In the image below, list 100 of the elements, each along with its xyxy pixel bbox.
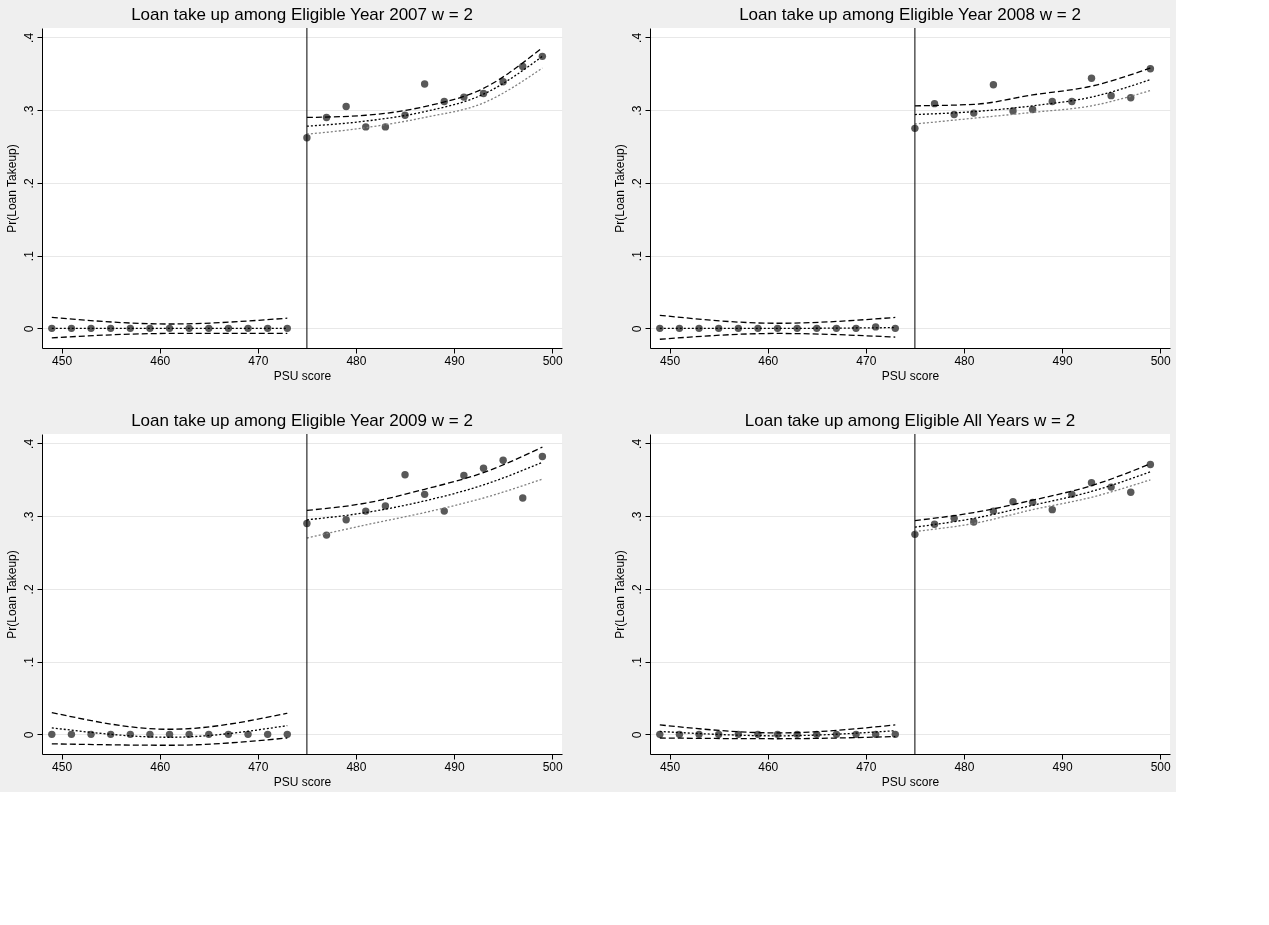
x-tick-label: 450 [660,759,681,774]
point [244,730,252,739]
point [48,324,56,333]
y-tick-label: .1 [21,656,36,668]
point [499,456,507,464]
point [420,490,429,499]
y-tick-label: .3 [629,105,644,116]
y-tick-label: .2 [21,584,36,595]
point [695,324,703,333]
y-axis-title: Pr(Loan Takeup) [4,550,19,639]
point [244,324,252,333]
x-tick-label: 460 [150,759,171,774]
x-tick-label: 480 [346,353,367,368]
x-tick-label: 460 [150,353,171,368]
line-series [306,478,544,539]
point [381,502,390,510]
point [793,324,801,333]
x-tick-label: 450 [52,759,73,774]
x-tick-label: 500 [1150,353,1172,368]
point [1009,107,1017,115]
point [1146,460,1155,469]
y-axis-title: Pr(Loan Takeup) [612,550,627,639]
point [1048,97,1056,106]
point [970,109,978,117]
point [165,730,174,739]
x-tick-label: 450 [660,353,681,368]
point [734,324,743,333]
x-axis-title: PSU score [881,368,940,383]
point [224,324,233,333]
point [754,324,762,333]
point [538,452,547,461]
x-tick-label: 470 [248,353,269,368]
point [519,494,527,502]
y-tick-label: 0 [21,325,36,333]
x-tick-label: 490 [1052,759,1073,774]
point [342,516,350,524]
point [1107,483,1115,491]
x-tick-label: 480 [954,353,975,368]
point [224,730,233,739]
y-tick-label: .2 [21,178,36,189]
point [460,471,468,480]
point [165,324,174,333]
x-tick-label: 460 [758,759,779,774]
point [205,730,213,739]
x-tick-label: 450 [52,353,73,368]
point [146,730,154,739]
x-tick-label: 460 [758,353,779,368]
point [185,730,193,739]
y-tick-label: .4 [21,32,36,43]
point [1127,94,1135,102]
point [656,324,664,333]
x-tick-label: 490 [444,353,465,368]
point [440,507,448,515]
point [1048,505,1056,514]
point [930,520,939,528]
point [263,730,272,739]
point [401,471,409,479]
chart-title: Loan take up among Eligible Year 2008 w = 2 [739,4,1081,24]
y-tick-label: .2 [629,584,644,595]
point [519,62,527,71]
point [989,507,998,515]
point [891,730,899,739]
chart-title: Loan take up among Eligible All Years w = 2 [744,410,1076,430]
point [342,102,350,111]
x-tick-label: 480 [954,759,975,774]
x-tick-label: 470 [248,759,269,774]
x-tick-label: 480 [346,759,367,774]
point [891,324,899,333]
chart-title: Loan take up among Eligible Year 2009 w = 2 [131,410,473,430]
point [205,324,213,333]
y-tick-label: 0 [629,731,644,739]
point [67,730,76,739]
x-axis-title: PSU score [881,774,940,789]
point [813,324,821,333]
point [146,324,154,333]
y-axis-title: Pr(Loan Takeup) [612,144,627,233]
y-tick-label: .1 [629,656,644,668]
point [1127,488,1135,496]
point [1107,91,1115,100]
y-tick-label: .4 [629,32,644,43]
point [48,730,56,739]
point [538,52,547,61]
point [420,80,429,88]
x-tick-label: 500 [1150,759,1172,774]
y-tick-label: .2 [629,178,644,189]
point [773,324,782,333]
y-tick-label: 0 [629,325,644,333]
x-tick-label: 500 [542,353,564,368]
point [67,324,76,333]
y-tick-label: .4 [629,438,644,449]
point [479,464,488,472]
x-tick-label: 490 [444,759,465,774]
y-tick-label: .1 [629,250,644,262]
point [126,324,135,333]
x-axis-title: PSU score [273,774,332,789]
y-tick-label: .4 [21,438,36,449]
x-tick-label: 490 [1052,353,1073,368]
point [989,81,998,89]
y-tick-label: .1 [21,250,36,262]
point [656,730,664,739]
